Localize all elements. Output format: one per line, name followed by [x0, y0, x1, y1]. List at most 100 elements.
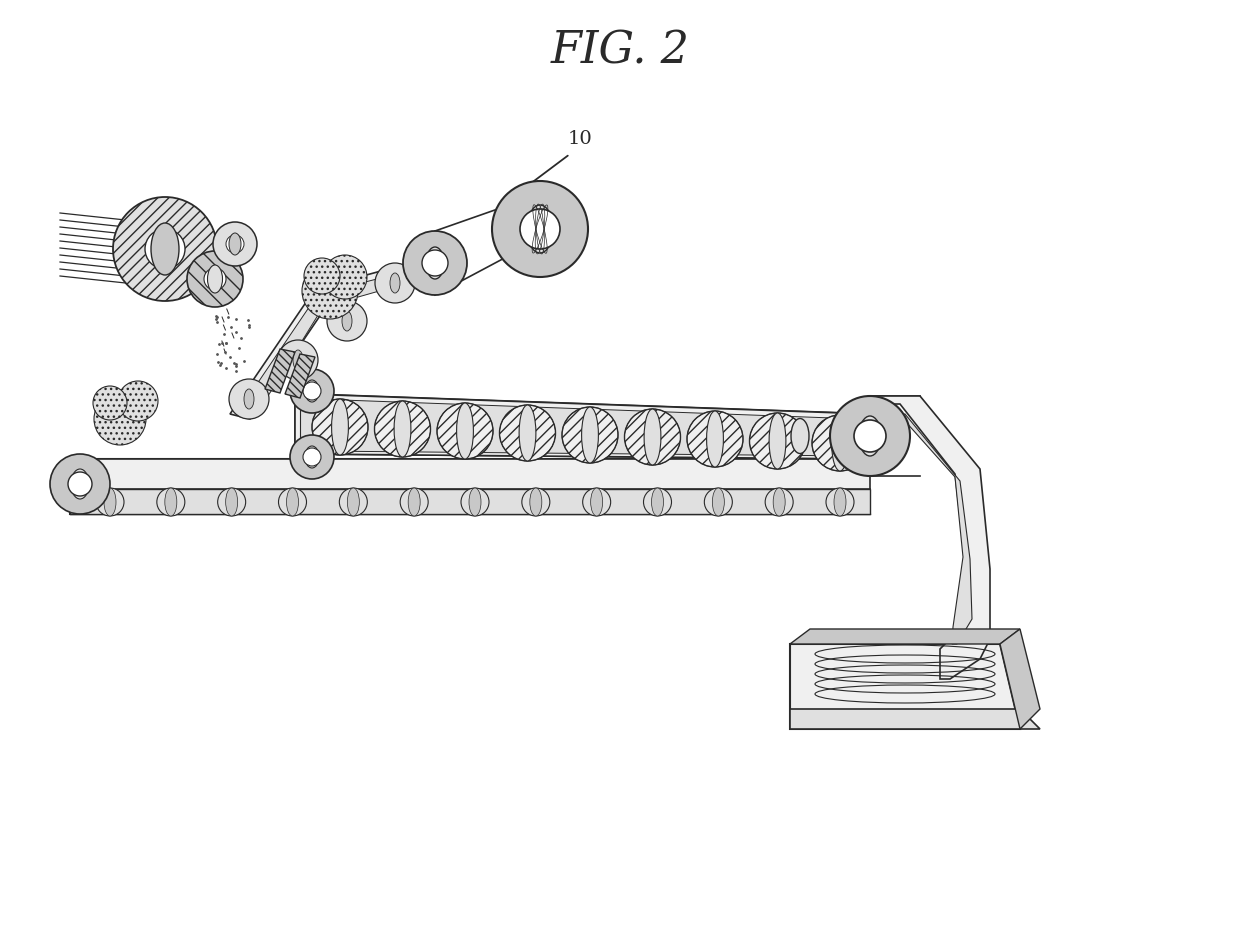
Ellipse shape — [765, 488, 794, 516]
Ellipse shape — [835, 488, 846, 516]
Ellipse shape — [461, 488, 489, 516]
Ellipse shape — [95, 488, 124, 516]
Ellipse shape — [156, 488, 185, 516]
Ellipse shape — [427, 247, 444, 279]
Ellipse shape — [527, 205, 553, 253]
Polygon shape — [999, 629, 1040, 729]
Polygon shape — [238, 266, 432, 417]
Ellipse shape — [229, 233, 241, 255]
Circle shape — [93, 386, 126, 420]
Ellipse shape — [644, 488, 672, 516]
Polygon shape — [870, 414, 972, 644]
Circle shape — [118, 381, 157, 421]
Circle shape — [278, 340, 317, 380]
Circle shape — [290, 435, 334, 479]
Ellipse shape — [832, 415, 848, 471]
Ellipse shape — [520, 405, 536, 461]
Ellipse shape — [347, 488, 360, 516]
Ellipse shape — [529, 488, 542, 516]
Circle shape — [322, 255, 367, 299]
Ellipse shape — [583, 488, 610, 516]
Ellipse shape — [226, 488, 238, 516]
Polygon shape — [790, 644, 1021, 729]
Circle shape — [229, 379, 269, 419]
Circle shape — [492, 181, 588, 277]
Ellipse shape — [456, 403, 474, 459]
Ellipse shape — [644, 409, 661, 465]
Circle shape — [113, 197, 217, 301]
Ellipse shape — [812, 415, 868, 471]
Ellipse shape — [394, 401, 410, 457]
Circle shape — [303, 382, 321, 400]
Ellipse shape — [791, 419, 808, 454]
Ellipse shape — [342, 311, 352, 331]
Circle shape — [187, 251, 243, 307]
Circle shape — [68, 472, 92, 496]
Polygon shape — [69, 489, 870, 514]
Ellipse shape — [286, 488, 299, 516]
Polygon shape — [295, 389, 330, 459]
Polygon shape — [285, 354, 315, 398]
Ellipse shape — [331, 399, 348, 455]
Ellipse shape — [207, 265, 222, 293]
Polygon shape — [870, 396, 990, 679]
Circle shape — [374, 263, 415, 303]
Circle shape — [290, 369, 334, 413]
Polygon shape — [91, 459, 280, 514]
Polygon shape — [229, 259, 440, 419]
Ellipse shape — [590, 488, 603, 516]
Polygon shape — [790, 629, 1021, 644]
Ellipse shape — [293, 350, 303, 370]
Ellipse shape — [469, 488, 481, 516]
Circle shape — [854, 420, 887, 452]
Ellipse shape — [687, 411, 743, 467]
Ellipse shape — [712, 488, 724, 516]
Circle shape — [304, 258, 340, 294]
Circle shape — [50, 454, 110, 514]
Ellipse shape — [774, 488, 785, 516]
Circle shape — [303, 263, 358, 319]
Polygon shape — [790, 709, 1040, 729]
Circle shape — [327, 301, 367, 341]
Ellipse shape — [244, 389, 254, 409]
Ellipse shape — [165, 488, 177, 516]
Polygon shape — [265, 349, 295, 393]
Ellipse shape — [401, 488, 428, 516]
Ellipse shape — [562, 407, 618, 463]
Ellipse shape — [305, 446, 319, 468]
Ellipse shape — [859, 416, 880, 456]
Ellipse shape — [707, 411, 723, 467]
Ellipse shape — [340, 488, 367, 516]
Circle shape — [422, 250, 448, 276]
Circle shape — [520, 209, 560, 249]
Ellipse shape — [104, 488, 117, 516]
Ellipse shape — [522, 488, 549, 516]
Ellipse shape — [769, 413, 786, 469]
Ellipse shape — [312, 399, 368, 455]
Circle shape — [145, 229, 185, 269]
Ellipse shape — [279, 488, 306, 516]
Ellipse shape — [704, 488, 733, 516]
Text: FIG. 2: FIG. 2 — [551, 29, 689, 72]
Ellipse shape — [305, 380, 319, 402]
Ellipse shape — [749, 413, 806, 469]
Ellipse shape — [651, 488, 663, 516]
Polygon shape — [69, 459, 870, 489]
Ellipse shape — [374, 401, 430, 457]
Circle shape — [403, 231, 467, 295]
Ellipse shape — [500, 405, 556, 461]
Ellipse shape — [71, 469, 89, 499]
Circle shape — [205, 268, 226, 290]
Polygon shape — [305, 394, 870, 459]
Ellipse shape — [218, 488, 246, 516]
Ellipse shape — [826, 488, 854, 516]
Ellipse shape — [391, 273, 401, 293]
Circle shape — [303, 448, 321, 466]
Ellipse shape — [151, 223, 179, 275]
Circle shape — [213, 222, 257, 266]
Ellipse shape — [625, 409, 681, 465]
Circle shape — [94, 393, 146, 445]
Ellipse shape — [582, 407, 599, 463]
Polygon shape — [315, 399, 861, 456]
Polygon shape — [300, 391, 325, 457]
